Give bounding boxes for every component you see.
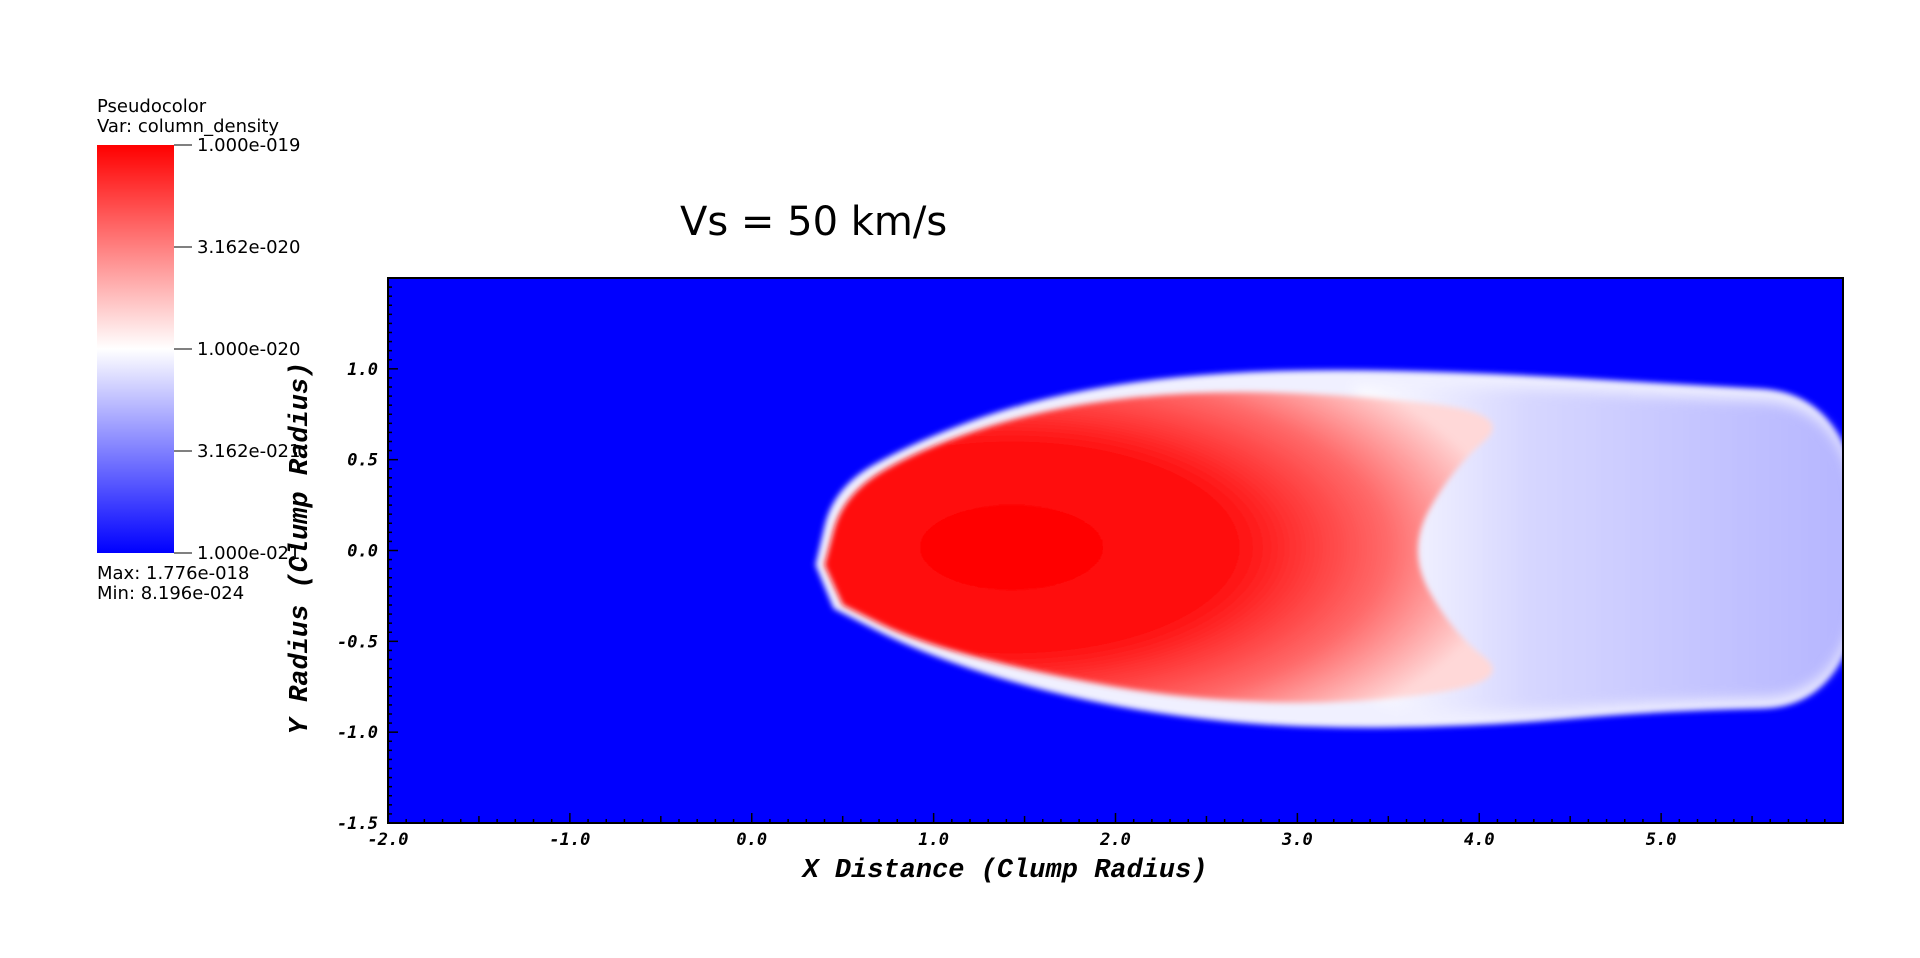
x-tick-label: -2.0 bbox=[368, 830, 409, 850]
y-tick-label: 0.5 bbox=[347, 451, 378, 471]
colorbar-tick-label: 3.162e-021 bbox=[197, 441, 300, 462]
heatmap-plot: -2.0 -1.0 0.0 1.0 2.0 3.0 4.0 5.0 -1.5 -1.0 -0.5 0… bbox=[337, 277, 1844, 850]
legend-min-label: Min: 8.196e-024 bbox=[97, 583, 244, 604]
x-axis-title: X Distance (Clump Radius) bbox=[800, 856, 1207, 886]
plot-title: Vs = 50 km/s bbox=[680, 199, 947, 245]
y-tick-label: -1.5 bbox=[337, 814, 378, 834]
colorbar-tick-label: 1.000e-019 bbox=[197, 135, 300, 156]
x-tick-label: 0.0 bbox=[736, 830, 767, 850]
y-tick-label: -1.0 bbox=[337, 723, 378, 743]
legend-type-label: Pseudocolor bbox=[97, 96, 207, 117]
x-tick-label: 5.0 bbox=[1646, 830, 1677, 850]
cloud-core bbox=[824, 392, 1493, 703]
colorbar-tick-label: 3.162e-020 bbox=[197, 237, 300, 258]
colorbar-legend: Pseudocolor Var: column_density 1.000e-0… bbox=[97, 96, 300, 604]
colorbar bbox=[97, 145, 174, 553]
y-tick-label: 1.0 bbox=[347, 360, 378, 380]
y-tick-label: 0.0 bbox=[347, 542, 378, 562]
legend-max-label: Max: 1.776e-018 bbox=[97, 563, 249, 584]
cloud-tail bbox=[1351, 386, 1843, 713]
legend-var-label: Var: column_density bbox=[97, 116, 279, 137]
colorbar-tick-label: 1.000e-021 bbox=[197, 543, 300, 564]
x-tick-label: 1.0 bbox=[918, 830, 949, 850]
y-axis-title: Y Radius (Clump Radius) bbox=[286, 362, 316, 735]
colorbar-tick-label: 1.000e-020 bbox=[197, 339, 300, 360]
x-tick-label: 3.0 bbox=[1281, 830, 1313, 850]
x-tick-label: 2.0 bbox=[1099, 830, 1131, 850]
x-tick-label: -1.0 bbox=[549, 830, 590, 850]
y-tick-label: -0.5 bbox=[337, 632, 378, 652]
x-tick-label: 4.0 bbox=[1464, 830, 1495, 850]
